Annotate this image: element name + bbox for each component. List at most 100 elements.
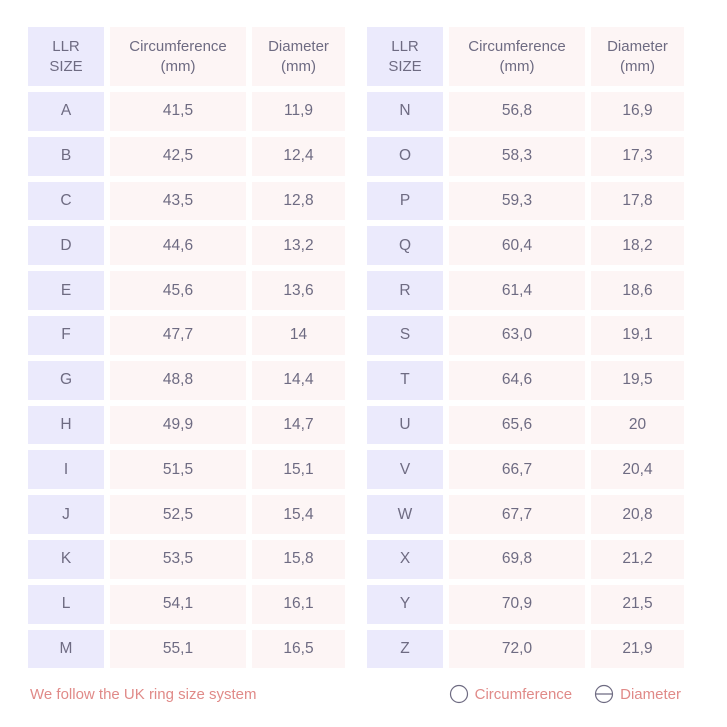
circumference-cell: 48,8 bbox=[110, 360, 246, 400]
diameter-cell: 20,8 bbox=[591, 495, 684, 534]
diameter-cell: 14,4 bbox=[252, 360, 345, 400]
table-row: F 47,7 14 bbox=[28, 315, 345, 355]
header-circumference-line1: Circumference bbox=[468, 37, 566, 55]
size-cell: U bbox=[367, 405, 443, 445]
size-cell: W bbox=[367, 495, 443, 534]
diameter-cell: 12,8 bbox=[252, 181, 345, 221]
diameter-cell: 21,2 bbox=[591, 539, 684, 579]
diameter-cell: 17,8 bbox=[591, 181, 684, 221]
circumference-cell: 41,5 bbox=[110, 92, 246, 131]
diameter-cell: 20,4 bbox=[591, 450, 684, 490]
size-cell: P bbox=[367, 181, 443, 221]
circumference-cell: 43,5 bbox=[110, 181, 246, 221]
size-cell: X bbox=[367, 539, 443, 579]
header-circumference: Circumference (mm) bbox=[449, 27, 585, 86]
table-row: O 58,3 17,3 bbox=[367, 136, 684, 176]
header-size-line1: LLR bbox=[52, 37, 80, 55]
table-row: Q 60,4 18,2 bbox=[367, 226, 684, 266]
circumference-cell: 51,5 bbox=[110, 450, 246, 490]
size-cell: S bbox=[367, 315, 443, 355]
circumference-cell: 53,5 bbox=[110, 539, 246, 579]
header-diameter: Diameter (mm) bbox=[252, 27, 345, 86]
size-cell: V bbox=[367, 450, 443, 490]
circumference-cell: 72,0 bbox=[449, 629, 585, 669]
header-circumference-line1: Circumference bbox=[129, 37, 227, 55]
size-cell: K bbox=[28, 539, 104, 579]
table-row: N 56,8 16,9 bbox=[367, 92, 684, 131]
table-row: M 55,1 16,5 bbox=[28, 629, 345, 669]
table-row: Y 70,9 21,5 bbox=[367, 584, 684, 624]
table-row: Z 72,0 21,9 bbox=[367, 629, 684, 669]
table-row: J 52,5 15,4 bbox=[28, 495, 345, 534]
header-circumference-line2: (mm) bbox=[499, 57, 535, 75]
size-table-right: LLR SIZE Circumference (mm) Diameter (mm… bbox=[361, 21, 690, 674]
header-diameter-line2: (mm) bbox=[281, 57, 316, 75]
table-row: K 53,5 15,8 bbox=[28, 539, 345, 579]
table-row: I 51,5 15,1 bbox=[28, 450, 345, 490]
table-row: U 65,6 20 bbox=[367, 405, 684, 445]
header-size: LLR SIZE bbox=[367, 27, 443, 86]
diameter-cell: 14 bbox=[252, 315, 345, 355]
header-diameter-line1: Diameter bbox=[268, 37, 329, 55]
size-cell: Q bbox=[367, 226, 443, 266]
size-cell: R bbox=[367, 271, 443, 310]
header-circumference: Circumference (mm) bbox=[110, 27, 246, 86]
size-table-left: LLR SIZE Circumference (mm) Diameter (mm… bbox=[22, 21, 351, 674]
header-diameter-line1: Diameter bbox=[607, 37, 668, 55]
diameter-cell: 13,6 bbox=[252, 271, 345, 310]
circumference-cell: 63,0 bbox=[449, 315, 585, 355]
circumference-cell: 70,9 bbox=[449, 584, 585, 624]
diameter-cell: 21,9 bbox=[591, 629, 684, 669]
circumference-cell: 60,4 bbox=[449, 226, 585, 266]
table-row: W 67,7 20,8 bbox=[367, 495, 684, 534]
header-size-line2: SIZE bbox=[388, 57, 422, 75]
circumference-cell: 49,9 bbox=[110, 405, 246, 445]
size-cell: I bbox=[28, 450, 104, 490]
size-cell: T bbox=[367, 360, 443, 400]
circumference-cell: 42,5 bbox=[110, 136, 246, 176]
size-cell: A bbox=[28, 92, 104, 131]
header-diameter: Diameter (mm) bbox=[591, 27, 684, 86]
size-cell: D bbox=[28, 226, 104, 266]
legend-circumference: Circumference bbox=[449, 684, 572, 704]
size-cell: G bbox=[28, 360, 104, 400]
diameter-cell: 15,8 bbox=[252, 539, 345, 579]
header-row: LLR SIZE Circumference (mm) Diameter (mm… bbox=[28, 27, 345, 86]
size-tables: LLR SIZE Circumference (mm) Diameter (mm… bbox=[28, 27, 684, 669]
diameter-cell: 19,1 bbox=[591, 315, 684, 355]
circumference-cell: 64,6 bbox=[449, 360, 585, 400]
circumference-cell: 45,6 bbox=[110, 271, 246, 310]
diameter-cell: 16,1 bbox=[252, 584, 345, 624]
circumference-cell: 59,3 bbox=[449, 181, 585, 221]
header-size-line1: LLR bbox=[391, 37, 419, 55]
uk-system-note: We follow the UK ring size system bbox=[30, 685, 257, 703]
legend-diameter: Diameter bbox=[594, 684, 681, 704]
size-cell: J bbox=[28, 495, 104, 534]
table-row: C 43,5 12,8 bbox=[28, 181, 345, 221]
table-row: X 69,8 21,2 bbox=[367, 539, 684, 579]
header-size-line2: SIZE bbox=[49, 57, 83, 75]
size-cell: Y bbox=[367, 584, 443, 624]
circumference-cell: 58,3 bbox=[449, 136, 585, 176]
diameter-cell: 11,9 bbox=[252, 92, 345, 131]
diameter-cell: 18,2 bbox=[591, 226, 684, 266]
diameter-cell: 15,4 bbox=[252, 495, 345, 534]
size-cell: F bbox=[28, 315, 104, 355]
size-cell: M bbox=[28, 629, 104, 669]
size-cell: E bbox=[28, 271, 104, 310]
legend-diameter-label: Diameter bbox=[620, 685, 681, 703]
diameter-cell: 16,9 bbox=[591, 92, 684, 131]
circle-with-diameter-line-icon bbox=[595, 684, 614, 704]
diameter-cell: 15,1 bbox=[252, 450, 345, 490]
diameter-cell: 14,7 bbox=[252, 405, 345, 445]
circumference-cell: 44,6 bbox=[110, 226, 246, 266]
header-size: LLR SIZE bbox=[28, 27, 104, 86]
table-row: V 66,7 20,4 bbox=[367, 450, 684, 490]
table-row: P 59,3 17,8 bbox=[367, 181, 684, 221]
table-row: L 54,1 16,1 bbox=[28, 584, 345, 624]
legend: Circumference Diameter bbox=[449, 684, 681, 704]
table-row: G 48,8 14,4 bbox=[28, 360, 345, 400]
size-cell: B bbox=[28, 136, 104, 176]
table-row: B 42,5 12,4 bbox=[28, 136, 345, 176]
